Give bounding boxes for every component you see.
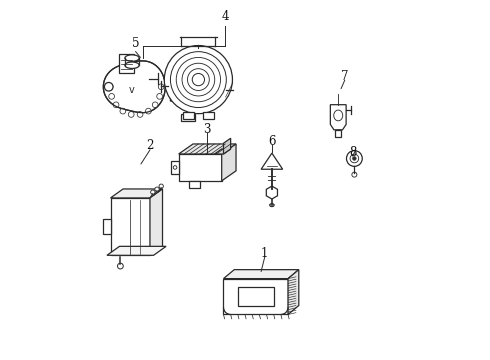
Polygon shape — [168, 72, 186, 101]
Polygon shape — [179, 144, 236, 154]
Ellipse shape — [125, 55, 139, 61]
Circle shape — [137, 112, 143, 117]
Polygon shape — [221, 144, 236, 181]
Circle shape — [164, 45, 232, 114]
Polygon shape — [103, 61, 165, 113]
Polygon shape — [107, 246, 166, 255]
Polygon shape — [223, 270, 299, 279]
Circle shape — [151, 190, 155, 194]
Circle shape — [109, 94, 115, 99]
Polygon shape — [288, 270, 299, 315]
Circle shape — [159, 184, 163, 188]
Text: 6: 6 — [268, 135, 276, 148]
Text: 1: 1 — [261, 247, 269, 260]
Ellipse shape — [270, 204, 274, 207]
Polygon shape — [223, 138, 231, 154]
Polygon shape — [261, 153, 283, 169]
Circle shape — [107, 84, 113, 90]
Text: 4: 4 — [221, 10, 229, 23]
Polygon shape — [150, 189, 163, 255]
Circle shape — [128, 112, 134, 117]
Ellipse shape — [125, 62, 139, 68]
Polygon shape — [223, 279, 288, 315]
Polygon shape — [215, 149, 231, 154]
Polygon shape — [330, 105, 346, 130]
Polygon shape — [120, 54, 134, 73]
Circle shape — [352, 172, 357, 177]
Circle shape — [155, 187, 159, 192]
Circle shape — [120, 108, 126, 114]
Polygon shape — [111, 198, 150, 255]
Circle shape — [157, 94, 163, 99]
Polygon shape — [111, 189, 163, 198]
Circle shape — [104, 82, 113, 91]
Circle shape — [173, 166, 177, 169]
Circle shape — [353, 157, 356, 160]
Circle shape — [158, 84, 164, 90]
Text: 5: 5 — [132, 37, 139, 50]
Polygon shape — [181, 114, 196, 121]
Text: v: v — [129, 85, 135, 95]
Text: 7: 7 — [341, 69, 348, 82]
Circle shape — [152, 102, 158, 108]
Polygon shape — [190, 181, 200, 188]
Polygon shape — [203, 112, 214, 119]
Circle shape — [346, 150, 362, 166]
Circle shape — [113, 102, 119, 108]
Circle shape — [146, 108, 151, 114]
Polygon shape — [172, 161, 179, 174]
Circle shape — [118, 263, 123, 269]
Text: 2: 2 — [147, 139, 154, 152]
Text: 8: 8 — [349, 145, 356, 158]
Polygon shape — [179, 154, 221, 181]
Polygon shape — [183, 112, 194, 119]
Polygon shape — [335, 130, 341, 137]
Text: 3: 3 — [204, 123, 211, 136]
Polygon shape — [103, 220, 111, 234]
